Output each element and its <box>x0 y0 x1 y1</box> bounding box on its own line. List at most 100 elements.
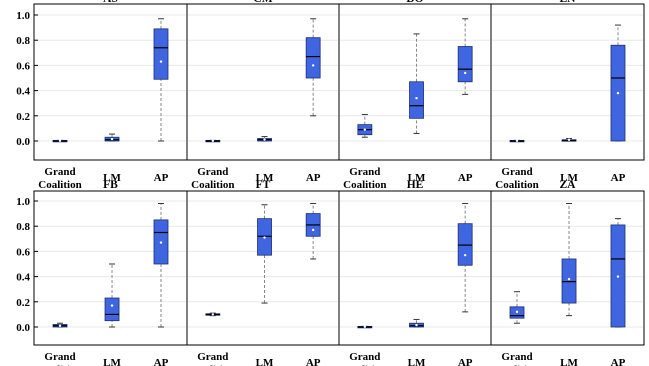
box-grand-coalition <box>357 325 373 329</box>
panel-title: FT <box>256 179 271 191</box>
panel-frame <box>490 190 645 346</box>
box-lm <box>561 203 577 317</box>
box-lm <box>561 137 577 142</box>
x-tick-label-line2: Coalition <box>343 179 386 191</box>
y-tick-label: 0.4 <box>16 272 30 284</box>
box-lm <box>104 133 120 142</box>
x-tick-label: LM <box>408 172 426 184</box>
x-tick-label-line2: Coalition <box>191 364 234 366</box>
x-tick-label-line2: Coalition <box>495 364 538 366</box>
panel-title: CM <box>253 0 272 5</box>
box-grand-coalition <box>357 114 373 138</box>
box-iqr <box>457 46 473 83</box>
box-lm <box>409 318 424 328</box>
x-tick-label: LM <box>408 357 426 366</box>
box-ap <box>610 24 626 142</box>
box-lm <box>257 136 272 142</box>
x-tick-label: LM <box>103 172 121 184</box>
mean-marker <box>616 91 620 95</box>
panel-frame <box>33 190 188 346</box>
panel-frame <box>490 3 645 161</box>
x-tick-label: AP <box>154 357 169 366</box>
panel-za: ZAGrandCoalitionLMAP <box>490 179 645 366</box>
box-lm <box>104 263 120 328</box>
x-tick-label: LM <box>256 357 274 366</box>
panel-title: FB <box>103 179 118 191</box>
box-ap <box>457 203 473 313</box>
x-tick-label: Grand <box>349 351 380 363</box>
x-tick-label: Grand <box>197 351 228 363</box>
y-tick-label: 0.4 <box>16 86 30 98</box>
box-lm <box>409 33 424 134</box>
panel-he: HEGrandCoalitionLMAP <box>338 179 492 366</box>
x-tick-label-line2: Coalition <box>495 179 538 191</box>
x-tick-label: LM <box>103 357 121 366</box>
mean-marker <box>567 277 571 281</box>
mean-marker <box>263 236 266 239</box>
mean-marker <box>363 325 367 328</box>
panel-ft: FTGrandCoalitionLMAP <box>186 179 340 366</box>
panel-title: EN <box>560 0 577 5</box>
x-tick-label: AP <box>306 357 321 366</box>
y-tick-label: 0.0 <box>16 322 30 334</box>
x-tick-label-line2: Coalition <box>343 364 386 366</box>
box-iqr <box>409 81 424 119</box>
mean-marker <box>263 138 266 141</box>
x-tick-label: Grand <box>349 166 380 178</box>
box-lm <box>257 204 272 304</box>
x-tick-label: LM <box>256 172 274 184</box>
x-tick-label-line2: Coalition <box>191 179 234 191</box>
mean-marker <box>463 71 467 75</box>
box-ap <box>153 18 169 142</box>
y-tick-label: 0.6 <box>16 60 30 72</box>
box-grand-coalition <box>509 291 525 324</box>
box-grand-coalition <box>52 322 68 328</box>
x-tick-label: AP <box>458 172 473 184</box>
x-tick-label: AP <box>611 357 626 366</box>
y-tick-label: 0.0 <box>16 136 30 148</box>
x-tick-label: Grand <box>44 351 75 363</box>
x-tick-label: LM <box>560 357 578 366</box>
x-tick-label-line2: Coalition <box>38 364 81 366</box>
mean-marker <box>415 96 418 100</box>
panel-title: DO <box>406 0 423 5</box>
box-grand-coalition <box>52 139 68 143</box>
y-tick-label: 0.2 <box>16 111 30 123</box>
mean-marker <box>159 241 163 244</box>
panel-title: AS <box>103 0 118 5</box>
mean-marker <box>211 139 215 142</box>
mean-marker <box>515 139 519 142</box>
y-tick-label: 1.0 <box>16 10 30 22</box>
box-grand-coalition <box>205 312 221 317</box>
panel-title: ZA <box>560 179 577 191</box>
mean-marker <box>616 275 620 278</box>
x-tick-label: Grand <box>501 351 532 363</box>
y-tick-label: 0.6 <box>16 246 30 258</box>
mean-marker <box>515 310 519 314</box>
mean-marker <box>311 228 315 232</box>
box-iqr <box>457 223 473 266</box>
panel-frame <box>338 190 492 346</box>
mean-marker <box>58 139 62 142</box>
mean-marker <box>463 253 467 257</box>
x-tick-label: AP <box>154 172 169 184</box>
x-tick-label: Grand <box>44 166 75 178</box>
x-tick-label: AP <box>458 357 473 366</box>
box-iqr <box>561 258 577 304</box>
x-tick-label-line2: Coalition <box>38 179 81 191</box>
x-tick-label: Grand <box>197 166 228 178</box>
box-ap <box>305 203 321 260</box>
box-grand-coalition <box>509 139 525 143</box>
mean-marker <box>110 137 114 141</box>
mean-marker <box>363 128 367 131</box>
mean-marker <box>567 138 571 141</box>
x-tick-label: Grand <box>501 166 532 178</box>
x-tick-label: AP <box>306 172 321 184</box>
x-tick-label: AP <box>611 172 626 184</box>
y-tick-label: 1.0 <box>16 196 30 208</box>
